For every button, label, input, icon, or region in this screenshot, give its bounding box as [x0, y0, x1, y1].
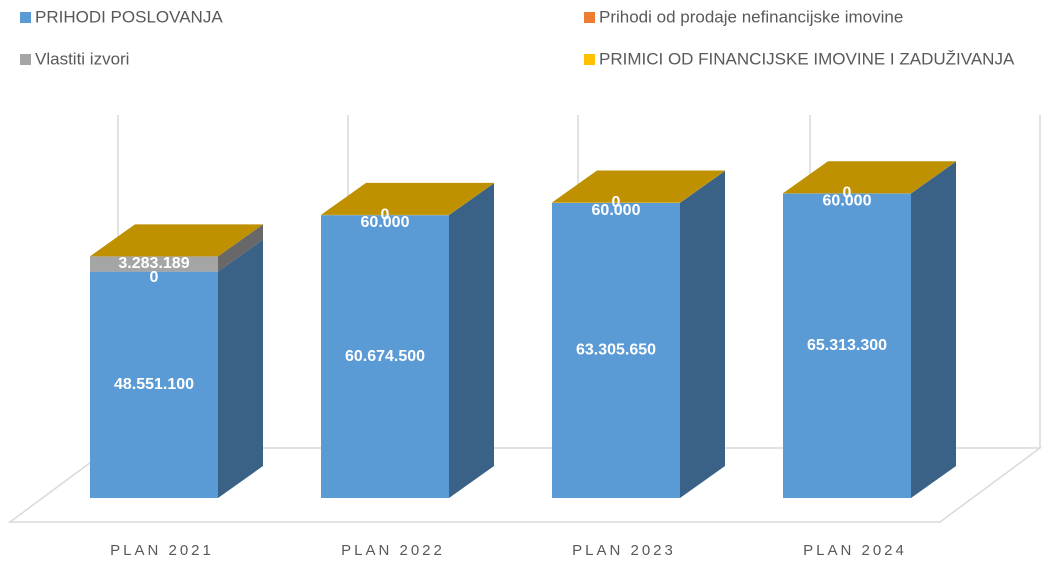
data-label: 0 — [612, 194, 621, 211]
bar-side — [911, 161, 956, 194]
bar-side — [449, 182, 494, 216]
data-label: 60.000 — [361, 214, 410, 231]
legend-swatch — [584, 54, 595, 65]
data-label: 0 — [381, 206, 390, 223]
bar-side — [218, 224, 263, 272]
bar-segment — [90, 224, 263, 272]
data-label: 48.551.100 — [114, 376, 194, 393]
legend-label: PRIHODI POSLOVANJA — [35, 7, 223, 26]
bar-top — [552, 170, 725, 203]
legend-swatch — [584, 12, 595, 23]
legend-label: Prihodi od prodaje nefinancijske imovine — [599, 7, 903, 26]
data-label: 3.283.189 — [118, 255, 189, 272]
bar-segment — [552, 170, 725, 203]
x-tick-label: PLAN 2024 — [803, 542, 907, 559]
bar-side — [911, 161, 956, 498]
data-label: 60.000 — [823, 192, 872, 209]
data-label: 60.000 — [592, 202, 641, 219]
data-label: 60.674.500 — [345, 348, 425, 365]
data-label: 0 — [843, 185, 852, 202]
bar-front — [90, 271, 218, 498]
bar-top — [783, 161, 956, 194]
bar-front — [90, 256, 218, 272]
bar-segment — [90, 224, 263, 257]
bar-front — [552, 202, 680, 498]
bar-segment — [783, 161, 956, 194]
bar-side — [449, 183, 494, 498]
data-label: 65.313.300 — [807, 337, 887, 354]
data-label: 0 — [150, 269, 159, 286]
x-tick-label: PLAN 2021 — [110, 542, 214, 559]
bar-side — [680, 170, 725, 203]
legend-label: PRIMICI OD FINANCIJSKE IMOVINE I ZADUŽIV… — [599, 49, 1015, 68]
bar-segment — [321, 183, 494, 498]
bar-top — [321, 182, 494, 215]
bar-front — [321, 215, 449, 498]
bar-segment — [783, 161, 956, 498]
x-tick-label: PLAN 2023 — [572, 542, 676, 559]
bar-segment — [321, 182, 494, 216]
bar-front — [783, 193, 911, 498]
legend-swatch — [20, 54, 31, 65]
bar-segment — [90, 239, 263, 498]
bar-segment — [552, 170, 725, 498]
legend-swatch — [20, 12, 31, 23]
legend-label: Vlastiti izvori — [35, 49, 129, 68]
bar-side — [680, 170, 725, 498]
bar-top — [90, 224, 263, 257]
bar-side — [218, 239, 263, 498]
x-tick-label: PLAN 2022 — [341, 542, 445, 559]
data-label: 63.305.650 — [576, 342, 656, 359]
